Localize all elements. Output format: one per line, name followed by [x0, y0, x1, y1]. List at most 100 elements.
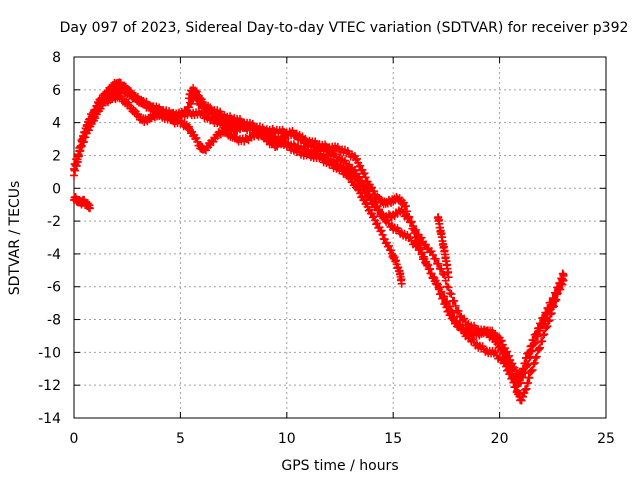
- y-tick-label: -10: [38, 345, 61, 361]
- data-point: [492, 336, 501, 345]
- data-point: [192, 133, 201, 142]
- y-tick-label: 4: [52, 116, 61, 132]
- data-point: [79, 133, 88, 142]
- data-point: [450, 296, 459, 305]
- data-point: [444, 273, 453, 282]
- data-point: [499, 349, 508, 358]
- y-tick-label: -4: [47, 247, 61, 263]
- data-point: [430, 274, 439, 283]
- data-point: [85, 114, 94, 123]
- data-point: [417, 250, 426, 259]
- data-point: [375, 205, 384, 214]
- data-point: [543, 322, 552, 331]
- data-point: [427, 247, 436, 256]
- data-point: [558, 280, 567, 289]
- data-point: [360, 180, 369, 189]
- y-tick-label: 8: [52, 50, 61, 66]
- y-tick-label: 6: [52, 83, 61, 99]
- data-point: [397, 205, 406, 214]
- data-point: [521, 369, 530, 378]
- data-point: [516, 378, 525, 387]
- data-point: [530, 339, 539, 348]
- data-point: [434, 259, 443, 268]
- data-point: [440, 292, 449, 301]
- data-point: [533, 332, 542, 341]
- data-point: [81, 127, 90, 136]
- data-point: [525, 353, 534, 362]
- data-point: [370, 212, 379, 221]
- y-tick-label: 0: [52, 181, 61, 197]
- data-point: [526, 352, 535, 361]
- data-point: [505, 351, 514, 360]
- data-point: [528, 346, 537, 355]
- data-point: [540, 330, 549, 339]
- data-point: [85, 204, 94, 213]
- axis-ticks: [73, 56, 607, 419]
- data-point: [536, 326, 545, 335]
- y-tick-label: -2: [47, 214, 61, 230]
- data-point: [451, 301, 460, 310]
- data-point: [507, 365, 516, 374]
- data-point: [397, 279, 406, 288]
- data-point: [417, 233, 426, 242]
- data-point: [378, 230, 387, 239]
- x-axis-label: GPS time / hours: [281, 458, 398, 474]
- data-point: [76, 142, 85, 151]
- data-point: [455, 320, 464, 329]
- data-point: [534, 345, 543, 354]
- data-point: [426, 264, 435, 273]
- series-trace-6: [433, 213, 453, 282]
- data-point: [413, 241, 422, 250]
- data-point: [74, 150, 83, 159]
- data-point: [89, 110, 98, 119]
- y-axis-label: SDTVAR / TECUs: [7, 181, 23, 296]
- data-points: [70, 78, 568, 405]
- data-point: [527, 347, 536, 356]
- x-tick-label: 10: [278, 431, 296, 447]
- data-point: [553, 290, 562, 299]
- data-point: [527, 366, 536, 375]
- data-point: [531, 338, 540, 347]
- data-point: [523, 361, 532, 370]
- plot-frame: [73, 56, 607, 419]
- data-point: [78, 135, 87, 144]
- data-point: [508, 369, 517, 378]
- data-point: [548, 301, 557, 310]
- data-point: [362, 188, 371, 197]
- data-point: [444, 283, 453, 292]
- y-tick-label: -8: [47, 313, 61, 329]
- data-point: [427, 269, 436, 278]
- data-point: [355, 177, 364, 186]
- data-point: [420, 254, 429, 263]
- data-point: [519, 373, 528, 382]
- data-point: [528, 365, 537, 374]
- data-point: [401, 201, 410, 210]
- data-point: [541, 315, 550, 324]
- data-point: [458, 325, 467, 334]
- data-point: [447, 290, 456, 299]
- y-tick-label: -6: [47, 280, 61, 296]
- x-tick-label: 5: [176, 431, 185, 447]
- data-point: [423, 260, 432, 269]
- x-tick-label: 15: [384, 431, 402, 447]
- x-tick-label: 20: [491, 431, 509, 447]
- data-point: [431, 254, 440, 263]
- y-tick-label: -14: [38, 411, 61, 427]
- data-point: [503, 356, 512, 365]
- data-point: [455, 311, 464, 320]
- data-point: [538, 337, 547, 346]
- data-point: [524, 360, 533, 369]
- data-point: [438, 269, 447, 278]
- data-point: [536, 343, 545, 352]
- data-point: [360, 169, 369, 178]
- y-tick-labels: -14 -12 -10 -8 -6 -4 -2 0 2 4 6 8: [38, 50, 61, 427]
- data-point: [407, 217, 416, 226]
- data-point: [556, 285, 565, 294]
- x-tick-label: 0: [70, 431, 79, 447]
- data-point: [83, 121, 92, 130]
- data-point: [545, 305, 554, 314]
- data-point: [350, 165, 359, 174]
- data-point: [530, 358, 539, 367]
